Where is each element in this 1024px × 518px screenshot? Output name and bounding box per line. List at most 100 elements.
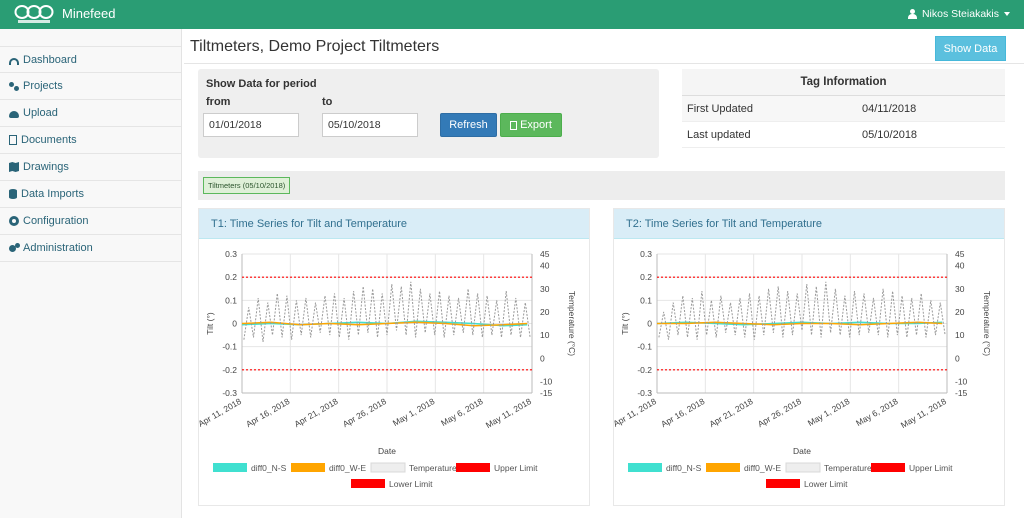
sidebar-item-administration[interactable]: Administration <box>0 235 181 262</box>
y-tick-label: 0 <box>232 319 237 329</box>
refresh-button[interactable]: Refresh <box>440 113 497 137</box>
x-tick-label: May 11, 2018 <box>899 396 948 430</box>
legend-item[interactable]: diff0_N-S <box>213 463 287 473</box>
gears-icon <box>9 243 20 253</box>
x-tick-label: May 1, 2018 <box>806 396 852 428</box>
y2-tick-label: 20 <box>540 307 550 317</box>
legend-label: diff0_W-E <box>744 463 781 473</box>
temperature-series-line <box>658 281 946 340</box>
legend-label: Lower Limit <box>804 479 848 489</box>
y2-tick-label: 0 <box>955 353 960 363</box>
title-divider <box>184 63 1024 64</box>
y2-tick-label: 0 <box>540 353 545 363</box>
to-label: to <box>322 96 333 108</box>
sidebar-item-label: Configuration <box>23 215 89 227</box>
legend-item[interactable]: Temperature <box>785 462 872 473</box>
y-tick-label: 0.2 <box>225 272 237 282</box>
x-tick-label: May 11, 2018 <box>484 396 533 430</box>
show-data-button[interactable]: Show Data <box>935 36 1006 61</box>
x-tick-label: Apr 21, 2018 <box>708 396 755 429</box>
y2-tick-label: 45 <box>540 249 550 259</box>
caret-down-icon <box>1004 12 1010 16</box>
legend-label: Temperature <box>824 463 872 473</box>
legend-label: diff0_N-S <box>666 463 702 473</box>
dashboard-icon <box>9 57 19 65</box>
cloud-upload-icon <box>9 110 19 118</box>
legend-swatch <box>351 479 385 488</box>
y-tick-label: 0.1 <box>640 295 652 305</box>
projects-icon <box>9 81 19 91</box>
sidebar-item-label: Dashboard <box>23 53 77 66</box>
legend-item[interactable]: diff0_W-E <box>706 463 781 473</box>
sidebar-item-label: Projects <box>23 80 63 92</box>
page-title: Tiltmeters, Demo Project Tiltmeters <box>190 38 440 55</box>
y2-tick-label: -15 <box>955 388 968 398</box>
y-tick-label: -0.2 <box>637 365 652 375</box>
user-menu[interactable]: Nikos Steiakakis <box>907 8 1010 20</box>
legend-swatch <box>706 463 740 472</box>
sidebar-item-drawings[interactable]: Drawings <box>0 154 181 181</box>
last-updated-label: Last updated <box>687 128 751 141</box>
legend-swatch <box>213 463 247 472</box>
sidebar-item-documents[interactable]: Documents <box>0 127 181 154</box>
legend-item[interactable]: diff0_W-E <box>291 463 366 473</box>
y-tick-label: -0.1 <box>637 342 652 352</box>
legend-item[interactable]: Upper Limit <box>871 463 953 473</box>
x-axis-title: Date <box>378 446 396 456</box>
chart-title: T1: Time Series for Tilt and Temperature <box>199 209 589 239</box>
sidebar-item-label: Data Imports <box>21 188 84 200</box>
sidebar-item-upload[interactable]: Upload <box>0 100 181 127</box>
last-updated-value: 05/10/2018 <box>862 128 918 141</box>
sidebar-item-configuration[interactable]: Configuration <box>0 208 181 235</box>
first-updated-label: First Updated <box>687 102 754 115</box>
export-label: Export <box>520 119 552 131</box>
legend-swatch <box>766 479 800 488</box>
y-tick-label: 0.3 <box>225 249 237 259</box>
y2-tick-label: 45 <box>955 249 965 259</box>
legend-item[interactable]: diff0_N-S <box>628 463 702 473</box>
x-tick-label: Apr 16, 2018 <box>244 396 291 429</box>
legend-label: Lower Limit <box>389 479 433 489</box>
user-name: Nikos Steiakakis <box>921 8 999 20</box>
y-tick-label: 0.2 <box>640 272 652 282</box>
chart-panel-t1: T1: Time Series for Tilt and Temperature… <box>198 208 590 506</box>
tag-information-heading: Tag Information <box>682 69 1005 96</box>
legend-label: Upper Limit <box>494 463 538 473</box>
tag-information-panel: Tag Information First Updated 04/11/2018… <box>682 69 1005 148</box>
y2-axis-title: Temperature (°C) <box>567 291 577 356</box>
y-axis-title: Tilt (°) <box>620 312 630 335</box>
tab-tiltmeters[interactable]: Tiltmeters (05/10/2018) <box>203 177 291 194</box>
y-tick-label: -0.2 <box>222 365 237 375</box>
x-axis-title: Date <box>793 446 811 456</box>
y2-tick-label: -15 <box>540 388 553 398</box>
legend-label: diff0_W-E <box>329 463 366 473</box>
legend-item[interactable]: Temperature <box>370 462 457 473</box>
map-icon <box>9 162 19 172</box>
sidebar-item-projects[interactable]: Projects <box>0 73 181 100</box>
y2-tick-label: -10 <box>955 376 968 386</box>
sidebar-item-label: Drawings <box>23 161 69 173</box>
legend-item[interactable]: Upper Limit <box>456 463 538 473</box>
sidebar-item-data-imports[interactable]: Data Imports <box>0 181 181 208</box>
geosysta-logo-icon[interactable] <box>14 3 54 25</box>
x-tick-label: Apr 16, 2018 <box>659 396 706 429</box>
y2-tick-label: 40 <box>540 261 550 271</box>
legend-item[interactable]: Lower Limit <box>351 479 433 489</box>
from-date-input[interactable] <box>203 113 299 137</box>
to-date-input[interactable] <box>322 113 418 137</box>
y2-tick-label: 30 <box>955 284 965 294</box>
y2-tick-label: 30 <box>540 284 550 294</box>
legend-label: Temperature <box>409 463 457 473</box>
y-axis-title: Tilt (°) <box>205 312 215 335</box>
legend-item[interactable]: Lower Limit <box>766 479 848 489</box>
brand-name[interactable]: Minefeed <box>62 6 116 21</box>
legend-label: Upper Limit <box>909 463 953 473</box>
legend-swatch <box>785 462 821 473</box>
first-updated-value: 04/11/2018 <box>862 102 917 115</box>
export-button[interactable]: Export <box>500 113 562 137</box>
period-heading: Show Data for period <box>206 78 317 90</box>
sidebar-item-dashboard[interactable]: Dashboard <box>0 46 181 73</box>
file-export-icon <box>510 120 518 130</box>
